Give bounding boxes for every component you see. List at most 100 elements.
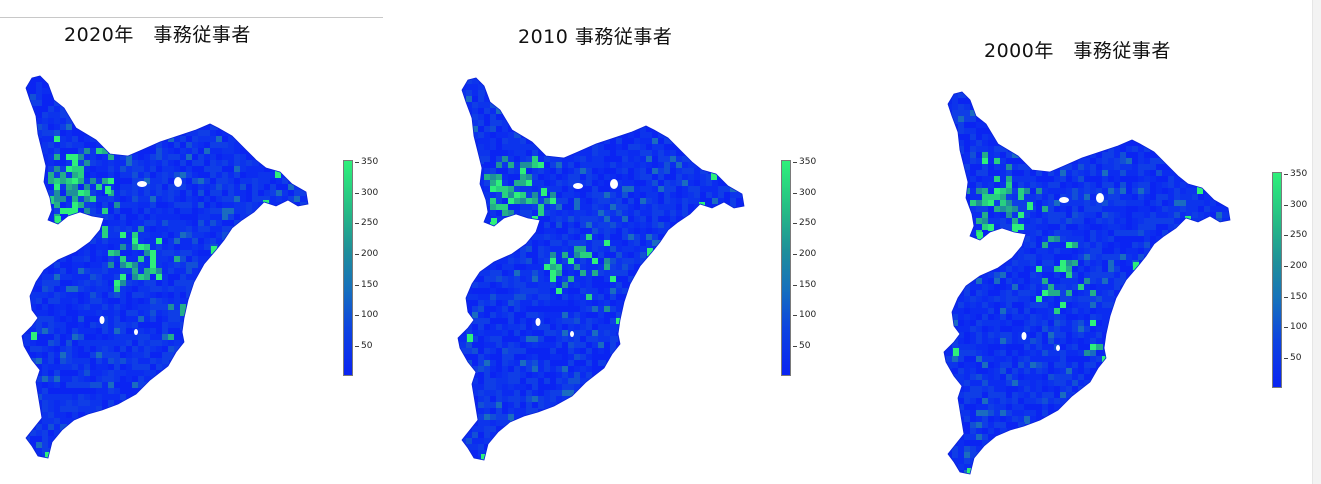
municipality-cell — [466, 354, 472, 360]
municipality-cell — [592, 276, 600, 284]
municipality-cell — [1066, 362, 1073, 370]
municipality-cell — [676, 192, 684, 200]
municipality-cell — [144, 178, 150, 184]
municipality-cell — [676, 162, 683, 168]
municipality-cell — [1000, 344, 1007, 351]
municipality-cell — [252, 166, 261, 173]
municipality-cell — [496, 372, 505, 378]
municipality-cell — [977, 232, 983, 240]
municipality-cell — [592, 240, 601, 246]
municipality-cell — [652, 150, 659, 156]
municipality-cell — [622, 222, 628, 228]
lake-area — [1056, 345, 1060, 351]
municipality-cell — [126, 274, 134, 281]
municipality-cell — [562, 228, 570, 234]
municipality-cell — [72, 322, 79, 329]
municipality-cell — [1048, 374, 1056, 380]
municipality-cell — [490, 396, 497, 404]
municipality-cell — [72, 316, 80, 322]
municipality-cell — [1150, 158, 1159, 166]
municipality-cell — [964, 158, 970, 165]
municipality-cell — [1150, 200, 1158, 206]
municipality-cell — [60, 166, 66, 172]
municipality-cell — [964, 380, 972, 388]
municipality-cell — [66, 310, 73, 317]
municipality-cell — [42, 100, 50, 106]
municipality-cell — [598, 330, 607, 337]
municipality-cell — [1018, 314, 1027, 321]
municipality-cell — [550, 276, 558, 283]
municipality-cell — [1024, 410, 1032, 418]
municipality-cell — [544, 306, 550, 312]
municipality-cell — [976, 290, 985, 298]
municipality-cell — [1096, 152, 1103, 159]
municipality-cell — [1000, 272, 1008, 280]
municipality-cell — [1108, 218, 1115, 226]
municipality-cell — [144, 370, 153, 378]
municipality-cell — [628, 168, 636, 174]
municipality-cell — [580, 282, 588, 289]
municipality-cell — [1186, 182, 1194, 188]
municipality-cell — [496, 204, 503, 210]
municipality-cell — [952, 452, 959, 458]
municipality-cell — [42, 112, 49, 118]
municipality-cell — [658, 234, 666, 240]
municipality-cell — [586, 306, 593, 314]
municipality-cell — [1084, 332, 1091, 338]
municipality-cell — [42, 94, 51, 100]
municipality-cell — [1174, 176, 1180, 183]
municipality-cell — [120, 334, 127, 340]
municipality-cell — [72, 274, 81, 281]
municipality-cell — [1018, 278, 1026, 284]
municipality-cell — [994, 170, 1001, 177]
municipality-cell — [174, 280, 181, 288]
municipality-cell — [592, 372, 601, 379]
municipality-cell — [976, 284, 983, 292]
municipality-cell — [724, 192, 732, 200]
municipality-cell — [1132, 146, 1139, 154]
municipality-cell — [192, 142, 199, 148]
municipality-cell — [502, 414, 510, 422]
municipality-cell — [520, 276, 527, 283]
municipality-cell — [580, 186, 589, 192]
municipality-cell — [1180, 182, 1188, 190]
municipality-cell — [1096, 230, 1103, 237]
municipality-cell — [1060, 254, 1069, 261]
municipality-cell — [478, 300, 484, 308]
municipality-cell — [1120, 200, 1126, 208]
municipality-cell — [1078, 176, 1085, 184]
municipality-cell — [54, 112, 63, 119]
municipality-cell — [1024, 248, 1030, 255]
municipality-cell — [1024, 284, 1031, 290]
municipality-cell — [1060, 314, 1068, 322]
municipality-cell — [640, 228, 648, 236]
municipality-cell — [120, 364, 127, 371]
municipality-cell — [526, 396, 532, 404]
municipality-cell — [246, 154, 253, 160]
municipality-cell — [168, 238, 175, 246]
municipality-cell — [1012, 380, 1021, 388]
municipality-cell — [246, 190, 253, 198]
municipality-cell — [1060, 284, 1068, 291]
municipality-cell — [592, 228, 599, 236]
municipality-cell — [544, 372, 552, 379]
municipality-cell — [952, 356, 961, 362]
municipality-cell — [484, 390, 491, 397]
municipality-cell — [174, 196, 180, 203]
municipality-cell — [496, 324, 505, 331]
municipality-cell — [514, 396, 521, 402]
municipality-cell — [490, 114, 497, 122]
municipality-cell — [216, 136, 224, 142]
municipality-cell — [1114, 266, 1122, 274]
municipality-cell — [670, 210, 677, 216]
municipality-cell — [162, 220, 169, 228]
municipality-cell — [1156, 170, 1162, 176]
municipality-cell — [688, 210, 695, 217]
municipality-cell — [84, 274, 91, 280]
municipality-cell — [1096, 224, 1103, 231]
municipality-cell — [48, 274, 56, 280]
municipality-cell — [478, 126, 486, 132]
municipality-cell — [610, 318, 617, 325]
municipality-cell — [1138, 188, 1146, 194]
municipality-cell — [180, 184, 186, 192]
